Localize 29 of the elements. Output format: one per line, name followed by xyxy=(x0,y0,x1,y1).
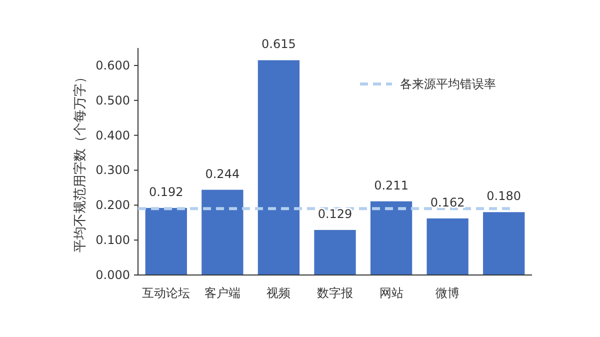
x-tick-label: 网站 xyxy=(379,286,404,300)
data-label: 0.192 xyxy=(148,184,184,199)
bar xyxy=(426,218,468,275)
bar xyxy=(314,230,356,275)
bar xyxy=(258,60,300,275)
bar xyxy=(483,212,525,275)
data-label: 0.211 xyxy=(374,178,408,192)
legend-label: 各来源平均错误率 xyxy=(400,77,496,91)
y-tick-label: 0.400 xyxy=(96,128,130,142)
data-label: 0.162 xyxy=(430,195,465,210)
data-label: 0.129 xyxy=(318,206,352,221)
y-tick-label: 0.600 xyxy=(96,58,130,72)
bar xyxy=(202,190,244,275)
y-tick-label: 0.500 xyxy=(96,93,130,108)
x-tick-label: 视频 xyxy=(266,286,291,300)
x-tick-label: 互动论坛 xyxy=(142,286,190,300)
bar xyxy=(370,201,412,275)
y-tick-label: 0.300 xyxy=(96,163,130,178)
y-tick-label: 0.100 xyxy=(96,233,130,248)
x-tick-label: 数字报 xyxy=(317,286,353,300)
y-axis-title: 平均不规范用字数（个每万字） xyxy=(72,70,88,252)
data-label: 0.615 xyxy=(262,37,296,52)
data-label: 0.180 xyxy=(486,189,522,204)
y-tick-label: 0.000 xyxy=(96,268,130,282)
bar xyxy=(145,208,187,275)
x-tick-label: 客户端 xyxy=(204,286,240,300)
x-tick-label: 微博 xyxy=(436,286,460,300)
data-label: 0.244 xyxy=(205,166,240,181)
y-tick-label: 0.200 xyxy=(96,198,130,212)
